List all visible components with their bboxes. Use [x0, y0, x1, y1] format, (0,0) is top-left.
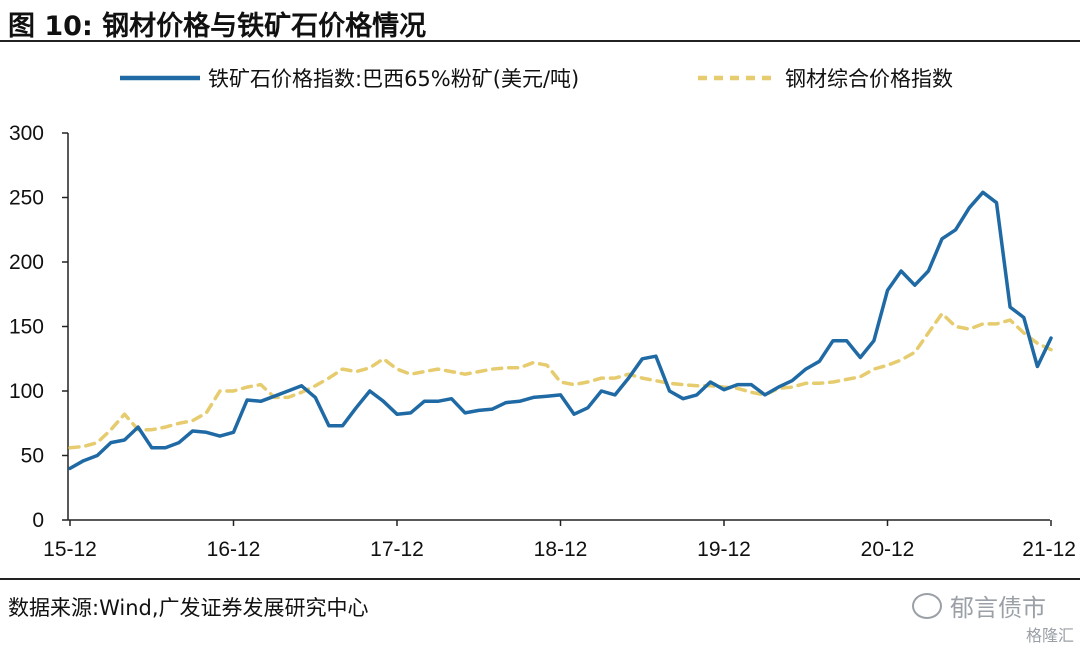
bottom-divider	[0, 578, 1080, 580]
chart-axes: 0 50 100 150 200 250 300 15-12 16-12 17-12 18-12 19…	[9, 122, 1076, 561]
y-tick-label: 50	[21, 445, 44, 468]
x-tick-label: 18-12	[534, 538, 588, 561]
legend-label-1: 铁矿石价格指数:巴西65%粉矿(美元/吨)	[208, 67, 579, 91]
figure-title: 图 10: 钢材价格与铁矿石价格情况	[8, 11, 427, 42]
x-tick-label: 16-12	[207, 538, 261, 561]
x-tick-label: 17-12	[370, 538, 424, 561]
series-line-2	[68, 311, 1053, 450]
x-tick-label: 15-12	[43, 538, 97, 561]
chart-series	[68, 190, 1053, 471]
x-tick-label: 19-12	[697, 538, 751, 561]
wechat-icon	[912, 593, 942, 619]
source-note: 数据来源:Wind,广发证券发展研究中心	[8, 596, 369, 620]
chart-legend: 铁矿石价格指数:巴西65%粉矿(美元/吨) 钢材综合价格指数	[120, 67, 953, 91]
y-tick-label: 0	[32, 509, 44, 532]
top-divider	[0, 40, 1080, 42]
series-line-1	[68, 190, 1053, 471]
line-chart: 铁矿石价格指数:巴西65%粉矿(美元/吨) 钢材综合价格指数 0 50 100 150 2…	[9, 67, 1076, 561]
watermark: 郁言债市	[912, 588, 1046, 623]
y-tick-label: 150	[9, 316, 44, 339]
corner-badge: 格隆汇	[1025, 626, 1074, 645]
y-tick-label: 300	[9, 122, 44, 145]
watermark-text: 郁言债市	[950, 594, 1046, 622]
y-tick-label: 100	[9, 380, 44, 403]
x-tick-label: 21-12	[1022, 538, 1076, 561]
x-tick-label: 20-12	[861, 538, 915, 561]
legend-label-2: 钢材综合价格指数	[785, 67, 953, 91]
y-tick-label: 250	[9, 187, 44, 210]
y-tick-label: 200	[9, 251, 44, 274]
